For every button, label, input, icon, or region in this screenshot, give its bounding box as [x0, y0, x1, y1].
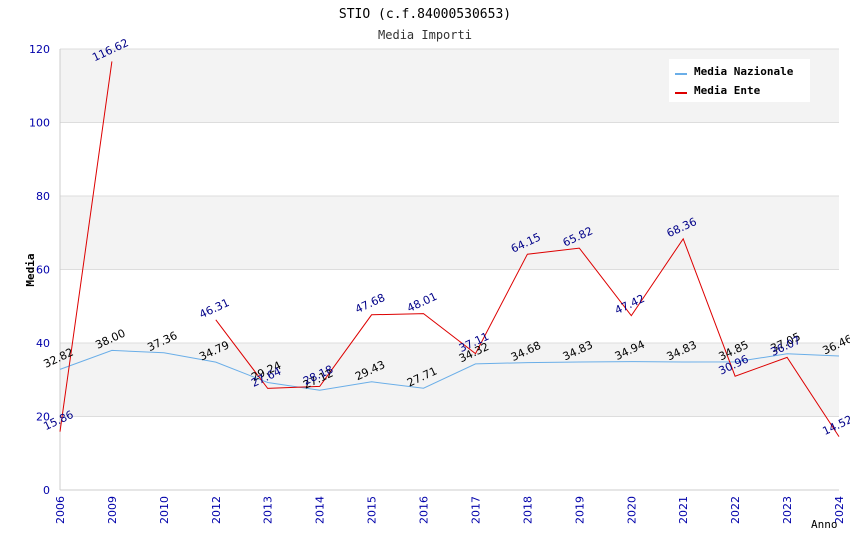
x-tick-label: 2021 [677, 496, 690, 524]
chart-subtitle: Media Importi [378, 28, 472, 42]
x-tick-label: 2018 [521, 496, 534, 524]
y-tick-label: 0 [43, 484, 50, 497]
y-axis: 0 20 40 60 80 100 120 [29, 43, 50, 497]
x-tick-label: 2022 [729, 496, 742, 524]
legend-label-media-ente: Media Ente [694, 84, 761, 97]
legend-box [669, 59, 810, 102]
legend-label-media-nazionale: Media Nazionale [694, 65, 794, 78]
x-tick-label: 2020 [625, 496, 638, 524]
plot-band [60, 269, 839, 343]
x-tick-label: 2006 [54, 496, 67, 524]
y-tick-label: 80 [36, 190, 50, 203]
plot-band [60, 343, 839, 417]
x-tick-label: 2023 [781, 496, 794, 524]
y-tick-label: 60 [36, 264, 50, 277]
y-tick-label: 120 [29, 43, 50, 56]
y-tick-label: 40 [36, 337, 50, 350]
plot-band [60, 122, 839, 196]
plot-band [60, 196, 839, 270]
plot-band [60, 416, 839, 490]
series-line-media-ente [215, 237, 840, 437]
series-line-media-ente [59, 61, 113, 432]
x-axis: 2006 2009 2010 2012 2013 2014 2015 2016 2017 2018… [54, 496, 846, 524]
series-lines [59, 61, 840, 437]
x-tick-label: 2012 [210, 496, 223, 524]
x-tick-label: 2014 [314, 496, 327, 524]
x-tick-label: 2019 [573, 496, 586, 524]
chart-title: STIO (c.f.84000530653) [339, 7, 511, 22]
x-tick-label: 2015 [366, 496, 379, 524]
y-tick-label: 100 [29, 117, 50, 130]
x-tick-label: 2024 [833, 496, 846, 524]
x-tick-label: 2013 [262, 496, 275, 524]
series-line-media-nazionale [59, 349, 840, 391]
x-axis-label: Anno [811, 518, 838, 531]
plot-bands [59, 48, 839, 491]
y-axis-label: Media [24, 253, 37, 286]
y-tick-label: 20 [36, 411, 50, 424]
legend: Media Nazionale Media Ente [669, 59, 810, 102]
x-tick-label: 2016 [418, 496, 431, 524]
x-tick-label: 2017 [469, 496, 482, 524]
x-tick-label: 2010 [158, 496, 171, 524]
x-tick-label: 2009 [106, 496, 119, 524]
